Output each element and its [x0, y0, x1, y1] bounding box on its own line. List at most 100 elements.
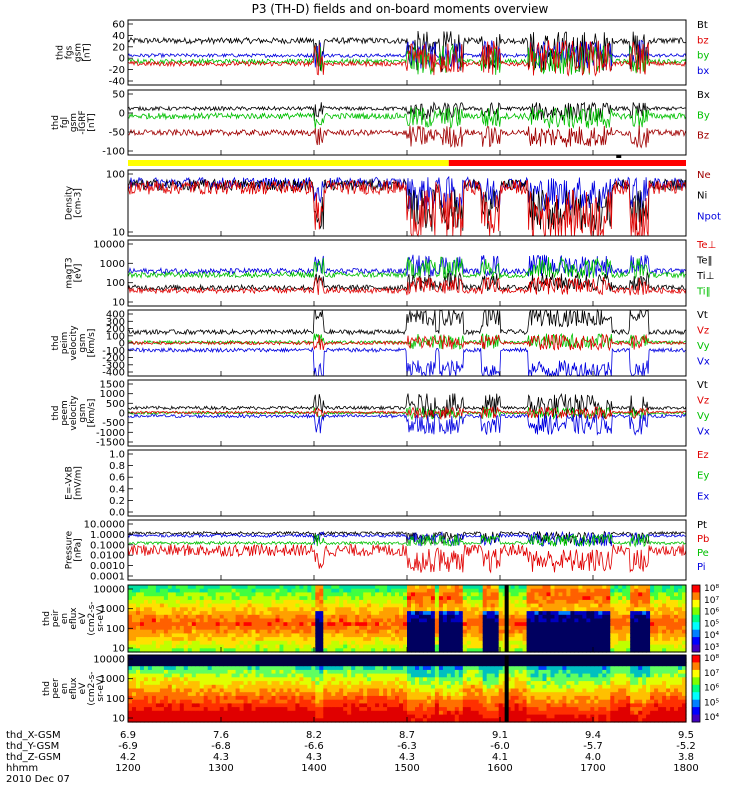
spectrogram-cell — [191, 592, 197, 597]
spectrogram-cell — [359, 599, 364, 605]
spectrogram-cell — [606, 684, 611, 690]
spectrogram-cell — [143, 695, 149, 701]
spectrogram-cell — [283, 607, 288, 612]
spectrogram-cell — [582, 585, 587, 590]
spectrogram-cell — [395, 599, 400, 605]
spectrogram-cell — [299, 622, 304, 627]
spectrogram-cell — [283, 666, 288, 671]
spectrogram-cell — [251, 625, 257, 631]
spectrogram-cell — [335, 662, 340, 667]
spectrogram-cell — [518, 614, 524, 620]
spectrogram-cell — [311, 644, 316, 649]
spectrogram-cell — [331, 673, 336, 678]
spectrogram-cell — [506, 710, 512, 716]
spectrogram-cell — [255, 592, 261, 597]
spectrogram-cell — [140, 637, 145, 642]
spectrogram-cell — [666, 596, 671, 601]
spectrogram-cell — [458, 662, 464, 667]
spectrogram-cell — [315, 699, 320, 704]
spectrogram-cell — [582, 622, 587, 627]
spectrogram-cell — [343, 596, 348, 601]
y-axis-label: magT3 — [65, 257, 75, 288]
spectrogram-cell — [179, 640, 185, 646]
spectrogram-cell — [231, 673, 237, 678]
spectrogram-cell — [542, 625, 548, 631]
spectrogram-cell — [602, 625, 607, 631]
spectrogram-cell — [510, 692, 516, 697]
spectrogram-cell — [191, 585, 197, 590]
spectrogram-cell — [395, 622, 400, 627]
spectrogram-cell — [251, 684, 257, 690]
spectrogram-cell — [462, 703, 468, 708]
spectrogram-cell — [267, 688, 273, 693]
spectrogram-cell — [510, 592, 516, 597]
spectrogram-cell — [171, 607, 177, 612]
spectrogram-cell — [638, 596, 643, 601]
spectrogram-cell — [283, 714, 288, 719]
spectrogram-cell — [347, 688, 352, 693]
spectrogram-cell — [271, 692, 277, 697]
spectrogram-cell — [343, 618, 348, 623]
spectrogram-cell — [510, 633, 516, 638]
spectrogram-cell — [438, 640, 444, 646]
spectrogram-cell — [486, 669, 492, 675]
spectrogram-cell — [179, 662, 185, 667]
spectrogram-cell — [586, 710, 591, 716]
spectrogram-cell — [682, 629, 687, 634]
spectrogram-cell — [478, 603, 484, 608]
spectrogram-cell — [598, 688, 603, 693]
spectrogram-cell — [430, 699, 436, 704]
spectrogram-cell — [658, 640, 663, 646]
spectrogram-cell — [426, 622, 432, 627]
spectrogram-cell — [391, 714, 396, 719]
spectrogram-cell — [171, 614, 177, 620]
spectrogram-cell — [578, 688, 583, 693]
spectrogram-cell — [538, 633, 544, 638]
spectrogram-cell — [470, 648, 476, 653]
spectrogram-cell — [426, 662, 432, 667]
spectrogram-cell — [132, 707, 137, 712]
spectrogram-cell — [498, 625, 504, 631]
spectrogram-cell — [171, 673, 177, 678]
spectrogram-cell — [147, 655, 153, 660]
spectrogram-cell — [231, 622, 237, 627]
spectrogram-cell — [395, 703, 400, 708]
spectrogram-cell — [219, 666, 225, 671]
spectrogram-cell — [494, 677, 500, 682]
spectrogram-cell — [319, 688, 324, 693]
spectrogram-cell — [199, 592, 205, 597]
legend-entry: Ti‖ — [696, 287, 711, 298]
y-axis-label: thd — [42, 611, 52, 626]
spectrogram-cell — [606, 677, 611, 682]
spectrogram-cell — [207, 614, 213, 620]
spectrogram-cell — [195, 681, 201, 686]
spectrogram-cell — [307, 669, 312, 675]
spectrogram-cell — [395, 666, 400, 671]
spectrogram-cell — [239, 637, 245, 642]
spectrogram-cell — [411, 710, 416, 716]
spectrogram-cell — [566, 673, 571, 678]
spectrogram-cell — [132, 603, 137, 608]
spectrogram-cell — [670, 622, 675, 627]
spectrogram-cell — [179, 703, 185, 708]
spectrogram-cell — [175, 618, 181, 623]
legend-entry: Vz — [697, 396, 709, 407]
spectrogram-cell — [466, 718, 472, 723]
spectrogram-cell — [670, 611, 675, 616]
spectrogram-cell — [618, 644, 623, 649]
spectrogram-cell — [586, 703, 591, 708]
spectrogram-cell — [590, 669, 595, 675]
spectrogram-cell — [578, 640, 583, 646]
spectrogram-cell — [243, 677, 249, 682]
spectrogram-cell — [562, 622, 567, 627]
spectrogram-cell — [359, 695, 364, 701]
spectrogram-cell — [140, 688, 145, 693]
spectrogram-cell — [438, 611, 444, 616]
spectrogram-cell — [478, 640, 484, 646]
spectrogram-cell — [399, 596, 404, 601]
spectrogram-cell — [239, 688, 245, 693]
spectrogram-cell — [590, 655, 595, 660]
spectrogram-cell — [315, 644, 320, 649]
spectrogram-cell — [482, 648, 488, 653]
spectrogram-cell — [618, 614, 623, 620]
